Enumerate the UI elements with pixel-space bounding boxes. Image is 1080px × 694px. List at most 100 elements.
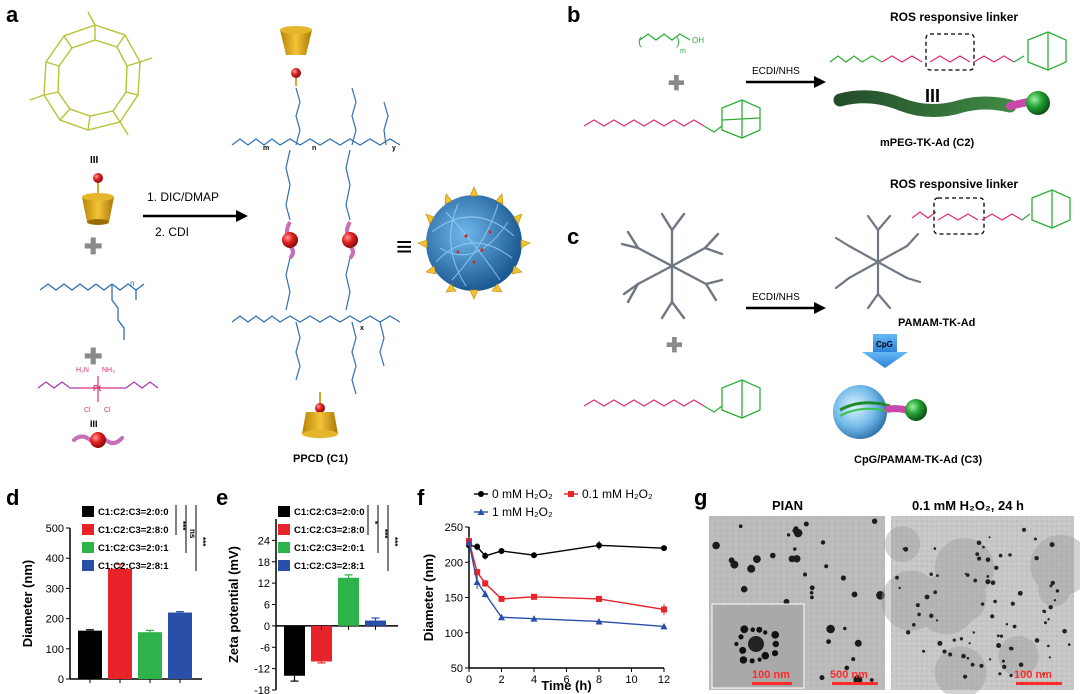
chart-f: 50 100 150 200 250 0 2 4 6 8 10 12 Time (h) Diameter … [421,487,670,693]
chart-f-series-2-point-4 [530,615,538,622]
tem-right-particle [905,630,911,635]
tem-title-left: PIAN [772,498,803,513]
tem-left-particle [840,575,847,581]
mpeg-tk-ad-cartoon [833,90,1050,118]
tem-left-particle [792,528,798,534]
ppcd-structure: m n x y [231,26,401,438]
chart-e-ytick-label-4: 6 [264,600,270,612]
chart-d-sig-2: *** [198,537,207,547]
chart-e-ylabel: Zeta potential (mV) [226,546,241,663]
ppcd-label: PPCD (C1) [293,453,348,465]
tem-left-particle [869,678,874,682]
tem-left-particle [819,675,825,681]
tem-left-particle [793,547,797,551]
chart-e-ytick-label-6: 18 [258,557,270,569]
plus-icon: ✚ [84,234,102,259]
ppcd-x-label: x [360,325,364,332]
tem-right-particle [912,623,916,627]
pt-cl-left: Cl [84,407,91,414]
chart-f-series-0-point-4 [531,552,537,559]
tem-left-particle [786,533,791,537]
chart-e-bar-2 [338,577,359,626]
tem-left-particle [738,524,743,528]
plus-icon-2: ✚ [84,344,102,369]
chart-e-bar-0 [284,625,305,676]
tem-inset-particle [740,625,749,634]
tk-ad-structure-b [583,99,761,139]
tem-right-particle [970,662,975,667]
chart-f-series-2-point-6 [660,622,668,630]
chart-e-ytick-label-3: 0 [264,621,270,633]
chart-f-legend-marker-1 [568,491,574,497]
tem-inset-particle [739,656,748,664]
tem-right-particle [977,556,982,561]
chart-e-legend-swatch-1 [278,524,290,535]
tem-right-particle [1034,556,1039,561]
chart-d-legend-swatch-3 [82,560,94,571]
pamam-dendrimer [620,212,724,320]
tk-ad-structure-c [583,379,761,419]
chart-d-ylabel: Diameter (nm) [20,560,35,647]
tem-left-particle [851,657,856,662]
chart-e-legend-label-0: C1:C2:C3=2:0:0 [294,507,365,518]
cpg-pamam-cartoon [833,385,927,439]
tem-right-particle [1048,605,1053,610]
cpg-arrow-icon [862,334,908,368]
chart-e-sig-1: *** [380,529,389,539]
tem-right-particle [1008,553,1012,557]
tem-right-particle [1062,628,1067,634]
chart-f-series-1-point-1 [474,569,481,576]
tem-right-blob [934,538,995,598]
pt-nh3-left: H₃N [76,367,89,374]
chart-e-ytick-label-5: 12 [258,578,270,590]
chart-e-ytick-label-0: -18 [254,685,270,694]
tem-left-particle [770,552,776,559]
tem-right-particle [1050,580,1056,586]
chart-e-legend-swatch-3 [278,560,290,571]
tem-right-particle [915,603,920,608]
tem-right-particle [1034,638,1040,643]
pt-nh3-right: NH₃ [102,367,115,374]
tem-left-particle [851,591,858,598]
tem-right-particle [966,656,970,660]
reagent-c: ECDI/NHS [752,292,800,303]
ppcd-n-label: n [312,145,316,152]
chart-d-bar-1 [108,568,132,679]
tem-right-particle [999,634,1004,638]
tem-right-particle [993,599,997,604]
tem-image-right: 100 nm [881,516,1080,694]
chart-d-bar-3 [168,612,192,679]
step2-label: 2. CDI [155,225,189,239]
tem-right-particle [1048,656,1051,659]
chart-e-legend-label-2: C1:C2:C3=2:0:1 [294,543,365,554]
chart-d-ytick-label-5: 500 [46,523,64,535]
tem-right-particle [929,613,934,618]
tem-right-particle [1033,537,1037,541]
polymer-n-label: n [130,279,134,288]
tem-right-particle [1047,644,1050,648]
pt-cl-right: Cl [104,407,111,414]
chart-f-legend-label-1: 0.1 mM H₂O₂ [582,487,653,501]
panel-g-letter: g [694,485,707,510]
tem-inset-particle [772,640,779,648]
chart-f-ylabel: Diameter (nm) [421,554,436,641]
chart-d-bar-0 [78,630,102,679]
chart-f-ytick-label-4: 250 [445,522,463,534]
panel-b: b ( ) m OH ✚ ECDI/NHS ROS responsive lin… [567,2,1067,149]
tem-right-particle [924,594,930,600]
tem-inset-particle [749,658,755,664]
tem-right-particle [1008,646,1013,651]
tem-left-particle [854,639,862,647]
step1-label: 1. DIC/DMAP [147,190,219,204]
tem-right-particle [895,575,899,580]
chart-f-series-2-line [468,542,665,628]
chart-e-legend-swatch-2 [278,542,290,553]
pamam-tk-ad-label: PAMAM-TK-Ad [898,317,975,329]
scalebar-left [832,682,878,685]
tem-right-blob [934,646,987,694]
tem-right-particle [961,653,966,659]
chart-f-series-0-point-1 [474,543,481,550]
tem-left-particle [844,665,850,671]
tem-right-particle [980,602,985,606]
